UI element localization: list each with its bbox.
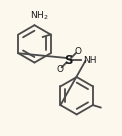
Text: NH: NH — [83, 56, 97, 65]
Text: O: O — [56, 65, 63, 74]
Text: O: O — [74, 47, 81, 56]
Text: S: S — [65, 54, 73, 67]
Text: NH$_2$: NH$_2$ — [30, 10, 49, 22]
